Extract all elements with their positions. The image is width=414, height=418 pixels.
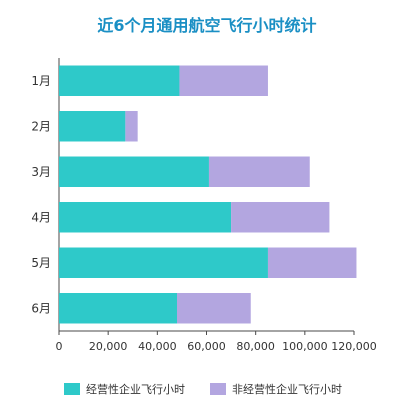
legend-swatch-1 bbox=[64, 383, 80, 395]
bar-non-operating-4 bbox=[231, 202, 330, 233]
legend-swatch-2 bbox=[210, 383, 226, 395]
x-tick-label: 60,000 bbox=[187, 340, 226, 353]
x-tick-label: 120,000 bbox=[331, 340, 377, 353]
y-tick-label: 2月 bbox=[31, 119, 51, 133]
x-tick-label: 80,000 bbox=[236, 340, 275, 353]
legend-label-2: 非经营性企业飞行小时 bbox=[232, 382, 342, 396]
bar-operating-4 bbox=[59, 202, 232, 233]
bar-non-operating-5 bbox=[267, 247, 357, 278]
bar-non-operating-3 bbox=[208, 156, 310, 187]
x-tick-label: 100,000 bbox=[282, 340, 328, 353]
bar-non-operating-1 bbox=[179, 65, 268, 96]
bar-operating-1 bbox=[59, 65, 180, 96]
x-tick-label: 0 bbox=[56, 340, 63, 353]
legend-label-1: 经营性企业飞行小时 bbox=[86, 382, 185, 396]
y-tick-label: 5月 bbox=[31, 256, 51, 270]
bar-non-operating-6 bbox=[177, 293, 251, 324]
bar-operating-5 bbox=[59, 247, 268, 278]
bar-operating-3 bbox=[59, 156, 209, 187]
y-tick-label: 3月 bbox=[31, 165, 51, 179]
y-tick-label: 6月 bbox=[31, 301, 51, 315]
y-tick-label: 4月 bbox=[31, 210, 51, 224]
x-tick-label: 20,000 bbox=[89, 340, 128, 353]
chart-title: 近6个月通用航空飞行小时统计 bbox=[97, 16, 317, 35]
bar-operating-2 bbox=[59, 111, 126, 142]
y-tick-label: 1月 bbox=[31, 74, 51, 88]
x-tick-label: 40,000 bbox=[138, 340, 177, 353]
bar-non-operating-2 bbox=[125, 111, 138, 142]
bar-operating-6 bbox=[59, 293, 177, 324]
